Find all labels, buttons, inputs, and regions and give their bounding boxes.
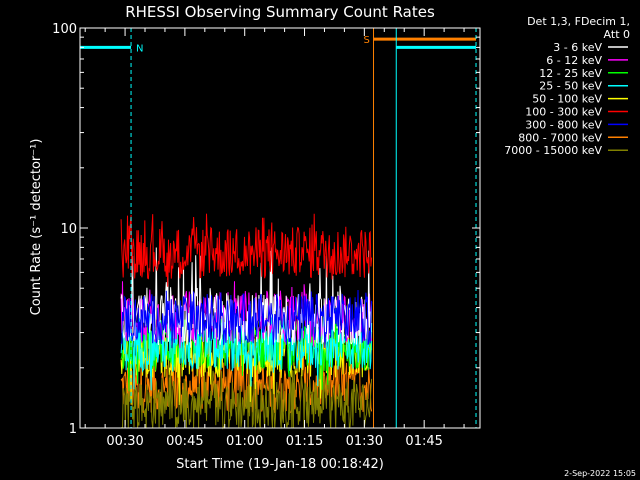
series-line-3 (120, 308, 373, 391)
legend-label-8: 7000 - 15000 keV (504, 144, 602, 157)
legend-label-5: 100 - 300 keV (525, 106, 602, 119)
legend-label-4: 50 - 100 keV (532, 93, 602, 106)
legend-label-1: 6 - 12 keV (546, 54, 602, 67)
y-axis-label: Count Rate (s⁻¹ detector⁻¹) (29, 139, 44, 316)
series-line-5 (120, 213, 373, 287)
series-line-1 (120, 281, 373, 349)
x-tick-label: 01:45 (405, 434, 442, 449)
x-axis-label: Start Time (19-Jan-18 00:18:42) (176, 457, 384, 472)
y-tick-label: 100 (52, 22, 77, 37)
series-line-7 (120, 333, 373, 415)
legend-label-7: 800 - 7000 keV (518, 131, 602, 144)
plot-timestamp: 2-Sep-2022 15:05 (564, 469, 636, 478)
y-tick-label: 1 (69, 422, 77, 437)
annotation-label-1: S (364, 35, 370, 46)
x-tick-label: 01:00 (226, 434, 263, 449)
chart-title: RHESSI Observing Summary Count Rates (125, 3, 435, 21)
legend-label-6: 300 - 800 keV (525, 118, 602, 131)
legend-header-1: Att 0 (604, 28, 630, 41)
x-tick-label: 00:45 (166, 434, 203, 449)
x-tick-label: 01:30 (346, 434, 383, 449)
y-tick-label: 10 (60, 222, 77, 237)
legend-label-3: 25 - 50 keV (539, 80, 602, 93)
x-tick-label: 00:30 (106, 434, 143, 449)
axes: 00:30 00:45 01:00 01:15 01:30 01:45 1 10 100 (52, 22, 481, 449)
legend-label-2: 12 - 25 keV (539, 67, 602, 80)
series-line-6 (120, 289, 373, 349)
x-tick-label: 01:15 (286, 434, 323, 449)
series-line-8 (120, 370, 373, 430)
legend-label-0: 3 - 6 keV (553, 41, 602, 54)
legend-header-0: Det 1,3, FDecim 1, (527, 15, 630, 28)
annotation-label-0: N (136, 43, 143, 54)
